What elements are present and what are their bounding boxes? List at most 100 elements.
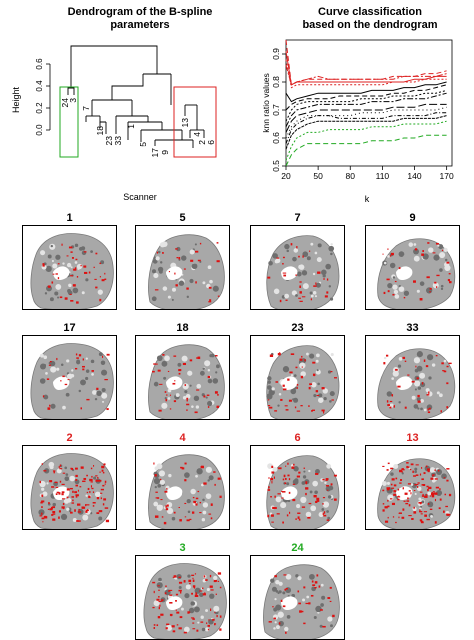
scan-label-1: 1 (66, 212, 73, 224)
red-classification-mark (301, 355, 303, 358)
chart-series-line-11 (285, 112, 447, 144)
tissue-texture (66, 262, 72, 268)
red-classification-mark (325, 478, 329, 481)
red-classification-mark (164, 592, 167, 595)
red-classification-mark (280, 599, 283, 602)
tissue-texture (50, 244, 53, 248)
tissue-texture (153, 381, 159, 387)
red-classification-mark (51, 506, 56, 509)
red-classification-mark (313, 285, 317, 287)
red-classification-mark (398, 516, 400, 519)
tissue-texture (302, 283, 309, 290)
tissue-texture (156, 504, 163, 511)
red-classification-mark (196, 389, 200, 391)
red-classification-mark (282, 521, 284, 524)
red-classification-mark (52, 518, 56, 521)
tissue-texture (68, 283, 72, 288)
tissue-texture (280, 502, 287, 509)
tissue-texture (151, 296, 157, 302)
red-classification-mark (382, 465, 385, 467)
red-classification-mark (101, 469, 104, 472)
tissue-texture (329, 391, 335, 397)
red-classification-mark (298, 297, 301, 299)
red-classification-mark (66, 488, 70, 491)
lung-scan-panel-9 (365, 225, 460, 310)
red-classification-mark (175, 593, 179, 596)
red-classification-mark (206, 622, 208, 625)
dendrogram-leaf-labels: 24 3 7 18 23 33 1 5 17 9 13 4 2 6 (60, 98, 216, 158)
scan-label-9: 9 (409, 212, 416, 224)
tissue-texture (85, 494, 88, 497)
red-classification-mark (70, 467, 73, 470)
tissue-texture (64, 476, 70, 482)
lung-scan-image (148, 454, 225, 529)
red-classification-mark (77, 503, 81, 506)
red-classification-mark (41, 494, 44, 497)
x-tick-label: 80 (346, 171, 356, 181)
red-classification-mark (326, 489, 329, 491)
red-classification-mark (176, 257, 179, 259)
tissue-texture (278, 620, 284, 627)
red-classification-mark (403, 500, 406, 502)
tissue-texture (69, 475, 75, 482)
tissue-texture (284, 243, 290, 250)
red-classification-mark (298, 471, 301, 474)
red-classification-mark (96, 496, 100, 500)
red-classification-mark (289, 511, 291, 514)
red-classification-mark (82, 358, 84, 361)
red-classification-mark (413, 475, 417, 477)
red-classification-mark (153, 624, 156, 626)
red-classification-mark (283, 274, 287, 277)
red-classification-mark (271, 521, 274, 523)
tissue-texture (163, 376, 167, 380)
red-classification-mark (308, 502, 312, 505)
tissue-texture (295, 294, 298, 297)
red-classification-mark (287, 462, 289, 465)
tissue-texture (295, 574, 299, 578)
red-classification-mark (406, 500, 410, 502)
red-classification-mark (298, 518, 301, 521)
red-classification-mark (438, 507, 441, 510)
red-classification-mark (330, 371, 333, 373)
red-classification-mark (292, 498, 296, 502)
leaf-label-1: 1 (126, 124, 136, 129)
red-classification-mark (447, 279, 451, 282)
tissue-texture (428, 247, 434, 253)
red-classification-mark (70, 511, 73, 514)
red-classification-mark (91, 370, 94, 372)
leaf-label-33: 33 (113, 136, 123, 146)
red-classification-mark (432, 252, 436, 254)
red-classification-mark (445, 505, 448, 508)
red-classification-mark (195, 503, 198, 506)
tissue-texture (42, 491, 48, 497)
red-classification-mark (184, 384, 186, 387)
tissue-texture (438, 393, 443, 398)
tissue-texture (205, 609, 209, 613)
tissue-texture (268, 260, 273, 266)
red-classification-mark (100, 497, 102, 500)
red-classification-mark (326, 519, 330, 521)
tissue-texture (94, 397, 98, 401)
tissue-texture (320, 583, 324, 587)
red-classification-mark (279, 299, 282, 303)
red-classification-mark (178, 627, 182, 630)
red-classification-mark (434, 498, 437, 502)
red-classification-mark (51, 514, 54, 516)
tissue-texture (284, 626, 289, 632)
red-classification-mark (387, 290, 390, 293)
lung-scan-image (377, 238, 456, 309)
red-classification-mark (408, 490, 411, 492)
red-classification-mark (390, 483, 393, 486)
tissue-texture (314, 490, 318, 495)
red-classification-mark (170, 614, 173, 617)
red-classification-mark (267, 399, 270, 401)
red-classification-mark (51, 281, 54, 284)
red-classification-mark (386, 469, 389, 471)
tissue-texture (296, 504, 301, 509)
red-classification-mark (285, 299, 288, 301)
tissue-texture (213, 605, 220, 612)
red-classification-mark (88, 491, 91, 493)
red-classification-mark (208, 301, 212, 303)
red-classification-mark (276, 257, 280, 259)
tissue-texture (158, 470, 166, 477)
